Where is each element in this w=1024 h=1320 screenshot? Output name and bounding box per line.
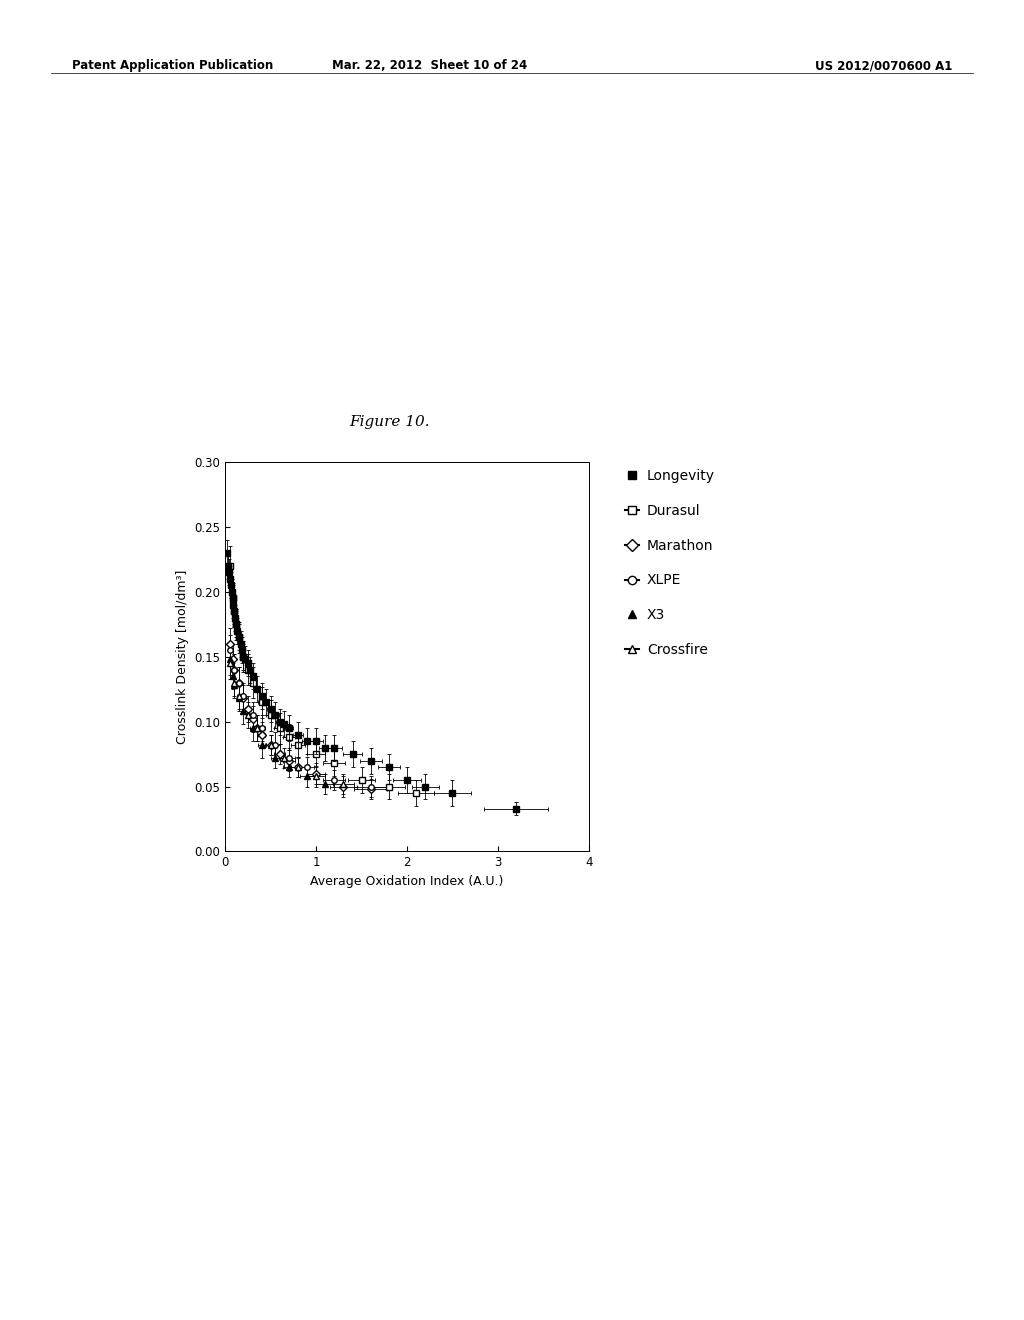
- Text: US 2012/0070600 A1: US 2012/0070600 A1: [815, 59, 952, 73]
- Text: Figure 10.: Figure 10.: [349, 414, 429, 429]
- Text: Patent Application Publication: Patent Application Publication: [72, 59, 273, 73]
- Text: Mar. 22, 2012  Sheet 10 of 24: Mar. 22, 2012 Sheet 10 of 24: [333, 59, 527, 73]
- Y-axis label: Crosslink Density [mol/dm³]: Crosslink Density [mol/dm³]: [176, 569, 188, 744]
- Legend: Longevity, Durasul, Marathon, XLPE, X3, Crossfire: Longevity, Durasul, Marathon, XLPE, X3, …: [625, 469, 715, 657]
- X-axis label: Average Oxidation Index (A.U.): Average Oxidation Index (A.U.): [310, 875, 504, 888]
